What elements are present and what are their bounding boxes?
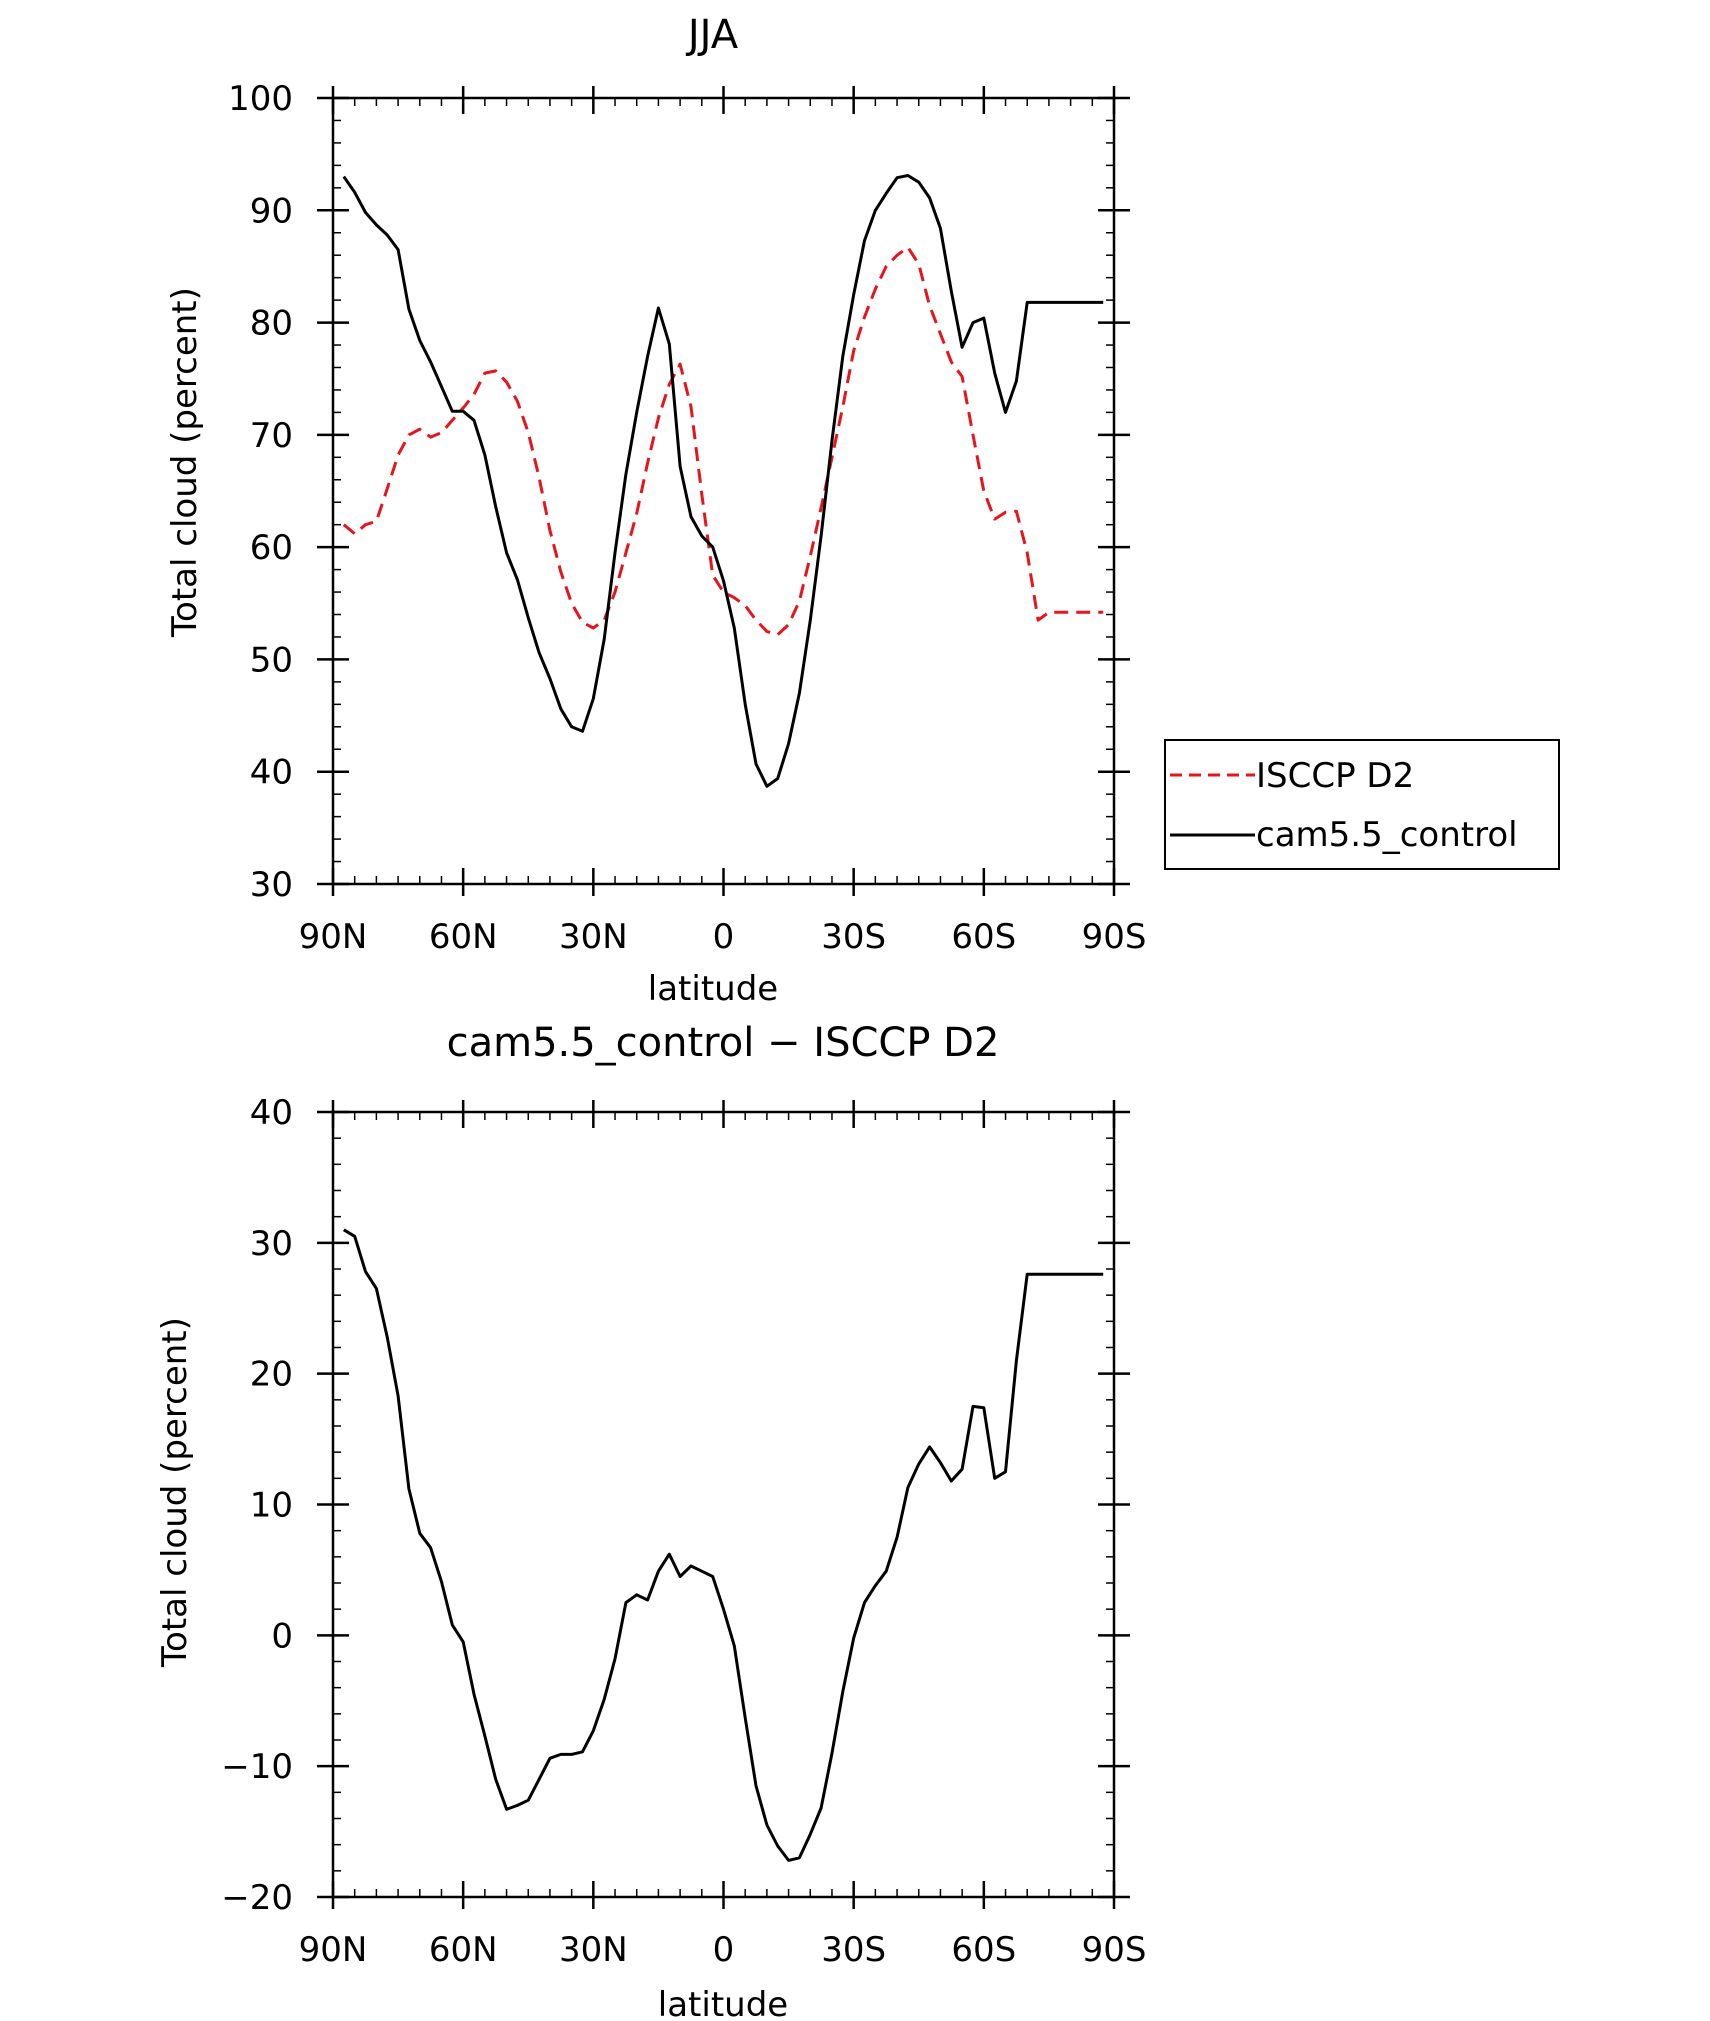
top-y-tick-label: 100	[228, 79, 293, 119]
top-x-axis-title: latitude	[648, 969, 778, 1009]
bottom-x-tick-label: 90S	[1082, 1930, 1147, 1970]
bottom-y-tick-label: −10	[221, 1747, 293, 1787]
bottom-y-tick-label: 30	[250, 1224, 293, 1264]
top-panel: JJA 90N 60N 30N 0 30S 60S 90S 30 40 50 60 70 80 90 100…	[165, 12, 1560, 1009]
bottom-y-tick-label: 40	[250, 1093, 293, 1133]
bottom-y-tick-label: 0	[271, 1616, 293, 1656]
bottom-x-tick-label: 30N	[559, 1930, 628, 1970]
bottom-plot-frame	[331, 1110, 1116, 1899]
top-y-tick-label: 60	[250, 528, 293, 568]
legend: ISCCP D2 cam5.5_control	[1164, 739, 1560, 870]
legend-label-cam: cam5.5_control	[1256, 815, 1518, 855]
top-x-tick-label: 60N	[429, 917, 498, 957]
top-y-tick-label: 30	[250, 865, 293, 905]
top-x-tick-label: 30N	[559, 917, 628, 957]
top-plot-area: 90N 60N 30N 0 30S 60S 90S 30 40 50 60 70 80 90 100	[228, 79, 1146, 957]
legend-box	[1164, 739, 1560, 870]
bottom-y-tick-label: 20	[250, 1355, 293, 1395]
bottom-x-tick-label: 30S	[821, 1930, 886, 1970]
top-x-tick-label: 90N	[299, 917, 368, 957]
bottom-y-tick-label: −20	[221, 1878, 293, 1918]
top-y-tick-label: 70	[250, 416, 293, 456]
top-y-tick-label: 40	[250, 753, 293, 793]
top-x-tick-label: 90S	[1082, 917, 1147, 957]
legend-label-isccp: ISCCP D2	[1256, 756, 1414, 796]
bottom-x-tick-label: 90N	[299, 1930, 368, 1970]
top-x-tick-label: 30S	[821, 917, 886, 957]
bottom-panel: cam5.5_control − ISCCP D2 90N 60N 30N 0 30S 6…	[155, 1020, 1146, 2021]
top-y-axis-title: Total cloud (percent)	[165, 287, 205, 638]
bottom-plot-area: 90N 60N 30N 0 30S 60S 90S −20 −10 0 10 20 30 40	[221, 1093, 1146, 1970]
bottom-y-tick-label: 10	[250, 1486, 293, 1526]
bottom-x-axis-title: latitude	[658, 1985, 788, 2021]
bottom-x-tick-label: 60S	[951, 1930, 1016, 1970]
top-y-tick-label: 80	[250, 304, 293, 344]
top-plot-title: JJA	[685, 12, 739, 58]
bottom-y-axis-title: Total cloud (percent)	[155, 1317, 195, 1668]
top-y-tick-label: 50	[250, 640, 293, 680]
bottom-series-line-0	[343, 1228, 1104, 1862]
bottom-plot-title: cam5.5_control − ISCCP D2	[447, 1020, 1000, 1066]
bottom-x-tick-label: 0	[713, 1930, 735, 1970]
bottom-x-tick-label: 60N	[429, 1930, 498, 1970]
top-x-tick-label: 60S	[951, 917, 1016, 957]
top-plot-frame	[331, 96, 1116, 886]
top-series-line-1	[342, 174, 1104, 788]
top-x-tick-label: 0	[713, 917, 735, 957]
top-y-tick-label: 90	[250, 191, 293, 231]
